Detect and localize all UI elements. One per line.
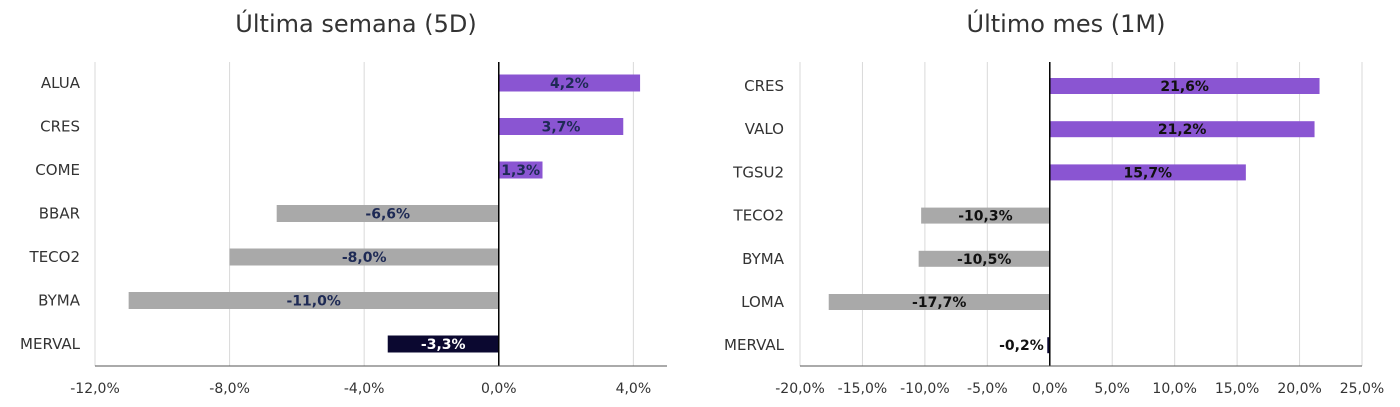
bar-teco2 [229, 248, 499, 266]
tick-label: 0,0% [481, 381, 517, 397]
bar-teco2 [921, 207, 1050, 224]
tick-label: -12,0% [70, 381, 120, 397]
tick-label: 4,0% [616, 381, 652, 397]
data-label: 21,6% [1160, 79, 1209, 95]
category-label: TECO2 [29, 248, 80, 266]
tick-label: 15,0% [1215, 381, 1259, 397]
bar-cres [1049, 78, 1320, 94]
chart-title: Última semana (5D) [235, 8, 476, 38]
data-label: -10,3% [958, 209, 1012, 225]
chart-title: Último mes (1M) [967, 8, 1166, 38]
category-label: LOMA [741, 293, 785, 311]
chart-ultima-semana: Última semana (5D) ALUA 4,2% CRES 3,7% COME 1… [20, 8, 667, 397]
tick-label: -15,0% [838, 381, 888, 397]
category-label: MERVAL [724, 336, 785, 354]
data-label: -17,7% [912, 295, 966, 311]
bar-loma [828, 294, 1050, 310]
tick-label: -20,0% [775, 381, 825, 397]
tick-label: 20,0% [1277, 381, 1321, 397]
category-label: TGSU2 [732, 163, 784, 181]
category-label: COME [35, 161, 80, 179]
data-label: -11,0% [287, 294, 341, 310]
tick-label: -5,0% [967, 381, 1008, 397]
bar-bbar [276, 205, 499, 222]
data-label: 3,7% [542, 120, 581, 136]
data-label: -6,6% [365, 207, 410, 223]
tick-label: 10,0% [1152, 381, 1196, 397]
tick-label: -8,0% [209, 381, 250, 397]
bar-merval [387, 335, 499, 353]
tick-label: 25,0% [1340, 381, 1384, 397]
category-label: MERVAL [20, 335, 81, 353]
category-label: BYMA [38, 292, 81, 310]
data-label: 21,2% [1158, 122, 1207, 138]
category-label: ALUA [41, 74, 81, 92]
bar-alua [498, 74, 641, 92]
bar-cres [498, 118, 624, 135]
tick-label: 5,0% [1094, 381, 1130, 397]
data-label: -8,0% [342, 250, 387, 266]
tick-label: -10,0% [900, 381, 950, 397]
tick-label: 0,0% [1032, 381, 1068, 397]
category-label: BBAR [39, 205, 80, 223]
bar-merval [1047, 337, 1050, 354]
category-label: VALO [745, 120, 784, 138]
data-label: 15,7% [1124, 165, 1173, 181]
category-label: TECO2 [733, 207, 784, 225]
data-label: -0,2% [999, 338, 1044, 354]
data-label: 4,2% [550, 76, 589, 92]
data-label: -10,5% [957, 252, 1011, 268]
bar-byma [918, 250, 1050, 267]
category-label: CRES [40, 118, 80, 136]
chart-ultimo-mes: Último mes (1M) CRES 21,6% VALO 21,2% TGSU2 1… [724, 8, 1384, 397]
bar-tgsu2 [1049, 164, 1246, 181]
bar-valo [1049, 121, 1315, 138]
category-label: BYMA [742, 250, 785, 268]
data-label: -3,3% [421, 337, 466, 353]
category-label: CRES [744, 77, 784, 95]
bar-come [498, 161, 543, 179]
tick-label: -4,0% [344, 381, 385, 397]
data-label: 1,3% [501, 163, 540, 179]
bar-byma [128, 292, 499, 309]
